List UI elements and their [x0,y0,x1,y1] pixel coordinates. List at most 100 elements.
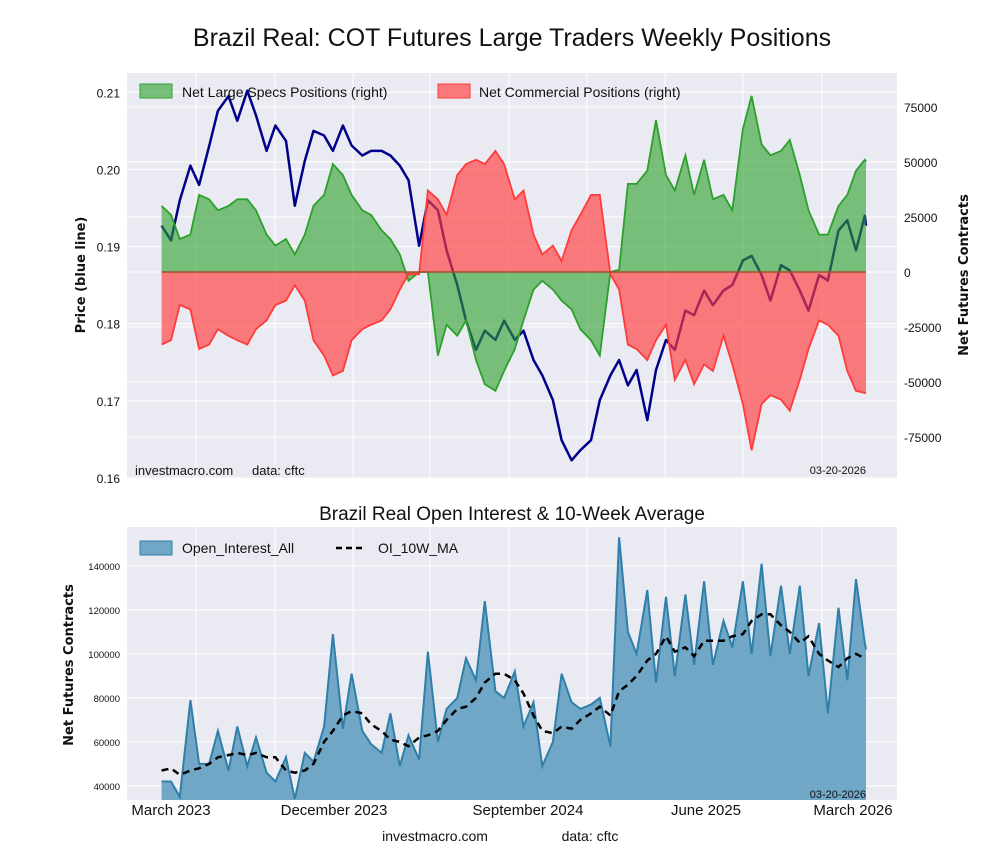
ma-point [674,651,676,653]
price-point [523,330,525,332]
specs-point [274,245,276,247]
price-point [266,150,268,152]
oi-point [274,781,276,783]
ma-point [561,726,563,728]
commercial-point [503,163,505,165]
oi-line [161,537,867,800]
commercial-point [217,328,219,330]
top-marks [160,89,868,462]
ma-point [170,767,172,769]
oi-point [655,682,657,684]
price-point [599,399,601,401]
oi-point [789,653,791,655]
right-axis-label: Net Futures Contracts [957,194,972,356]
specs-point [646,170,648,172]
specs-point [323,194,325,196]
ma-point [684,646,686,648]
bottom-x-tick-label: December 2023 [281,802,388,819]
bottom-y-ticks: 40000 60000 80000 100000 120000 140000 [88,562,120,793]
commercial-point [427,190,429,192]
ma-point [636,675,638,677]
left-tick-label: 0.18 [97,318,121,332]
commercial-point [514,198,516,200]
price-point [865,225,867,227]
ma-point [799,642,801,644]
commercial-point [208,344,210,346]
ma-point [342,715,344,717]
left-tick-label: 0.19 [97,241,121,255]
price-point [855,249,857,251]
oi-point [437,741,439,743]
bottom-y-axis-label: Net Futures Contracts [62,584,77,746]
specs-point [674,190,676,192]
price-point [541,374,543,376]
specs-point [342,174,344,176]
oi-point [465,657,467,659]
specs-point [627,183,629,185]
price-point [808,310,810,312]
commercial-point [533,234,535,236]
price-point [769,300,771,302]
price-point [475,349,477,351]
price-point [552,399,554,401]
price-point [655,369,657,371]
specs-point [846,194,848,196]
oi-point [818,622,820,624]
oi-point [855,578,857,580]
specs-point [865,161,867,163]
oi-point [780,585,782,587]
price-point [571,459,573,461]
ma-point [780,624,782,626]
ma-point [484,682,486,684]
oi-point [313,761,315,763]
oi-point [636,653,638,655]
price-point [161,225,163,227]
specs-point [208,198,210,200]
ma-point [274,756,276,758]
oi-point [494,690,496,692]
ma-point [503,673,505,675]
commercial-point [627,344,629,346]
ma-point [579,719,581,721]
oi-point [351,673,353,675]
bottom-y-tick-label: 60000 [94,738,120,749]
right-tick-label: 50000 [904,156,938,170]
commercial-point [399,289,401,291]
commercial-point [742,403,744,405]
price-point [189,165,191,167]
oi-point [503,697,505,699]
oi-point [864,642,866,644]
right-tick-label: -50000 [904,376,942,390]
price-point [456,284,458,286]
oi-point [609,745,611,747]
price-point [723,290,725,292]
bottom-x-ticks: March 2023 December 2023 September 2024 Jun… [131,802,892,819]
ma-point [208,763,210,765]
right-tick-label: 75000 [904,101,938,115]
price-point [799,290,801,292]
specs-point [609,271,611,273]
oi-point [799,585,801,587]
ma-point [571,728,573,730]
ma-point [189,770,191,772]
commercial-point [361,328,363,330]
ma-point [323,741,325,743]
right-tick-label: 25000 [904,211,938,225]
specs-point [236,198,238,200]
specs-point [389,238,391,240]
specs-point [161,205,163,207]
oi-point [304,752,306,754]
price-point [208,145,210,147]
oi-point [712,664,714,666]
price-point [514,339,516,341]
specs-point [838,205,840,207]
commercial-point [285,300,287,302]
commercial-point [646,359,648,361]
specs-point [266,234,268,236]
bottom-y-tick-label: 120000 [88,606,120,617]
top-right-ticks: -75000 -50000 -25000 0 25000 50000 75000 [904,101,942,445]
specs-point [456,335,458,337]
commercial-point [808,348,810,350]
price-point [684,310,686,312]
bottom-y-tick-label: 80000 [94,694,120,705]
